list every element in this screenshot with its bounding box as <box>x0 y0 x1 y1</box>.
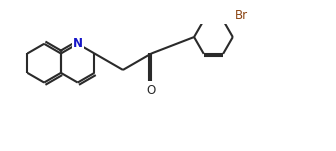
Text: Br: Br <box>235 9 248 22</box>
Text: N: N <box>73 37 83 50</box>
Text: O: O <box>147 84 156 97</box>
